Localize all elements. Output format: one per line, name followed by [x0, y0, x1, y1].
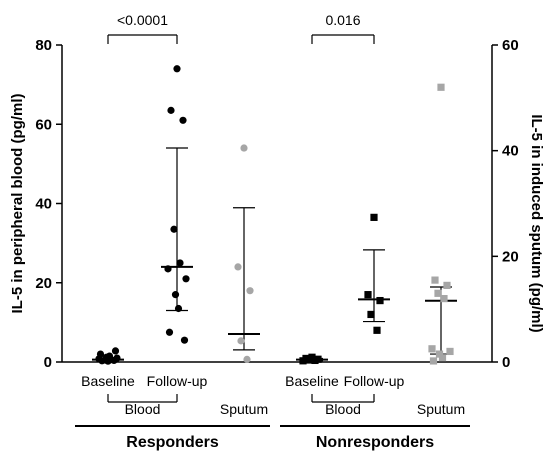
data-point — [173, 65, 181, 73]
category-label: Follow-up — [147, 373, 208, 389]
data-point — [170, 225, 178, 233]
data-point — [435, 350, 444, 358]
data-point — [364, 291, 372, 299]
data-point — [176, 259, 184, 267]
data-point — [434, 289, 442, 297]
data-point — [246, 287, 254, 295]
data-points-layer — [95, 65, 454, 365]
data-point — [113, 354, 121, 362]
group-label: Nonresponders — [316, 434, 434, 451]
data-point — [299, 357, 307, 365]
data-point — [164, 265, 172, 273]
category-label: Sputum — [417, 401, 465, 417]
data-point — [443, 281, 451, 289]
data-point — [243, 355, 251, 363]
data-point — [376, 296, 384, 305]
data-point — [373, 326, 381, 334]
subgroup-label: Blood — [325, 401, 361, 417]
data-point — [240, 144, 248, 152]
y-left-tick-label: 20 — [35, 275, 52, 292]
data-point — [96, 350, 105, 358]
y-right-tick-label: 40 — [502, 143, 519, 160]
summary-bars-layer — [92, 147, 457, 362]
y-left-tick-label: 60 — [35, 116, 52, 133]
data-point — [165, 328, 174, 336]
y-right-axis-title: IL-5 in induced sputum (pg/ml) — [528, 114, 545, 332]
p-value-label: 0.016 — [325, 12, 360, 28]
data-point — [428, 345, 436, 353]
category-label: Baseline — [81, 373, 135, 389]
data-point — [237, 337, 245, 345]
group-label: Responders — [126, 434, 219, 451]
data-point — [437, 83, 445, 91]
data-point — [429, 357, 438, 365]
category-label: Follow-up — [344, 373, 405, 389]
data-point — [438, 354, 447, 362]
data-point — [105, 352, 114, 360]
y-right-tick-label: 20 — [502, 248, 519, 265]
data-point — [440, 295, 448, 303]
data-point — [305, 356, 313, 364]
y-left-tick-label: 40 — [35, 196, 52, 213]
data-point — [370, 213, 378, 221]
y-left-axis-title: IL-5 in peripheral blood (pg/ml) — [9, 93, 26, 313]
category-label: Sputum — [220, 401, 268, 417]
data-point — [367, 310, 375, 319]
data-point — [446, 347, 454, 356]
data-point — [171, 291, 180, 299]
data-point — [234, 263, 242, 271]
category-label: Baseline — [285, 373, 339, 389]
data-point — [179, 116, 187, 124]
y-right-tick-label: 0 — [502, 354, 510, 371]
p-value-label: <0.0001 — [117, 12, 168, 28]
data-point — [431, 276, 439, 284]
subgroup-label: Blood — [125, 401, 161, 417]
data-point — [111, 347, 120, 355]
y-left-tick-label: 0 — [44, 354, 52, 371]
labels-layer: 0 20 40 60 80 0 20 40 60 IL-5 in peripheral blood… — [9, 12, 545, 451]
data-point — [167, 106, 175, 114]
y-right-tick-label: 60 — [502, 37, 519, 54]
y-left-tick-label: 80 — [35, 37, 52, 54]
axes-layer — [56, 34, 498, 427]
data-point — [174, 304, 183, 313]
data-point — [180, 336, 189, 344]
data-point — [182, 275, 190, 283]
data-point — [311, 356, 319, 365]
